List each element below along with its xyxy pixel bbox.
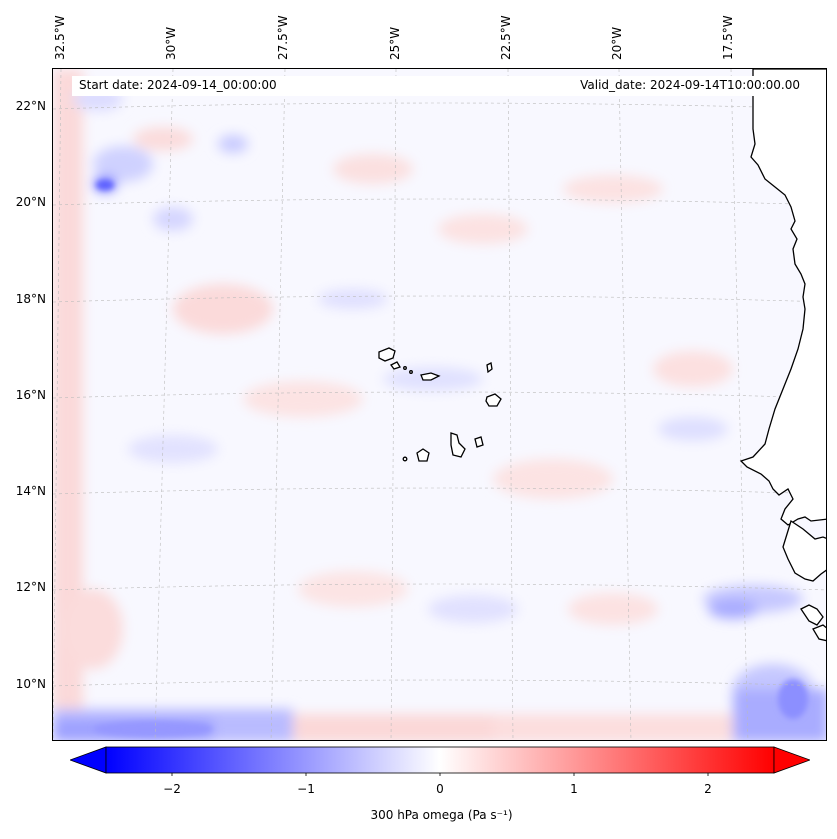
- lat-label-18n: 18°N: [15, 292, 46, 306]
- omega-field-map: [53, 69, 826, 740]
- colorbar-tick-minus2: −2: [163, 782, 181, 796]
- lon-label-17-5w: 17.5°W: [721, 15, 735, 60]
- lon-label-32-5w: 32.5°W: [53, 15, 67, 60]
- gridlines: [53, 69, 826, 740]
- lat-label-10n: 10°N: [15, 677, 46, 691]
- start-date-label: Start date: 2024-09-14_00:00:00: [79, 78, 277, 92]
- colorbar-tick-1: 1: [570, 782, 578, 796]
- lat-label-12n: 12°N: [15, 580, 46, 594]
- lon-label-25w: 25°W: [388, 26, 402, 60]
- lon-label-27-5w: 27.5°W: [276, 15, 290, 60]
- lon-label-20w: 20°W: [610, 26, 624, 60]
- colorbar-tick-0: 0: [436, 782, 444, 796]
- colorbar-extend-max: [773, 746, 812, 774]
- colorbar: [68, 746, 812, 780]
- map-panel: [52, 68, 827, 741]
- colorbar-gradient: [105, 746, 775, 774]
- colorbar-tick-2: 2: [704, 782, 712, 796]
- lon-label-22-5w: 22.5°W: [499, 15, 513, 60]
- african-coastline: [739, 69, 826, 642]
- valid-date-label: Valid_date: 2024-09-14T10:00:00.00: [580, 78, 800, 92]
- colorbar-label: 300 hPa omega (Pa s⁻¹): [370, 808, 513, 822]
- field-background: [53, 69, 826, 740]
- lat-label-20n: 20°N: [15, 195, 46, 209]
- colorbar-tick-minus1: −1: [297, 782, 315, 796]
- lat-label-16n: 16°N: [15, 388, 46, 402]
- lat-label-14n: 14°N: [15, 484, 46, 498]
- colorbar-extend-min: [68, 746, 107, 774]
- lon-label-30w: 30°W: [164, 26, 178, 60]
- header-strip: [72, 76, 808, 96]
- cape-verde-islands: [378, 347, 502, 462]
- lat-label-22n: 22°N: [15, 99, 46, 113]
- colorbar-svg: [68, 746, 812, 777]
